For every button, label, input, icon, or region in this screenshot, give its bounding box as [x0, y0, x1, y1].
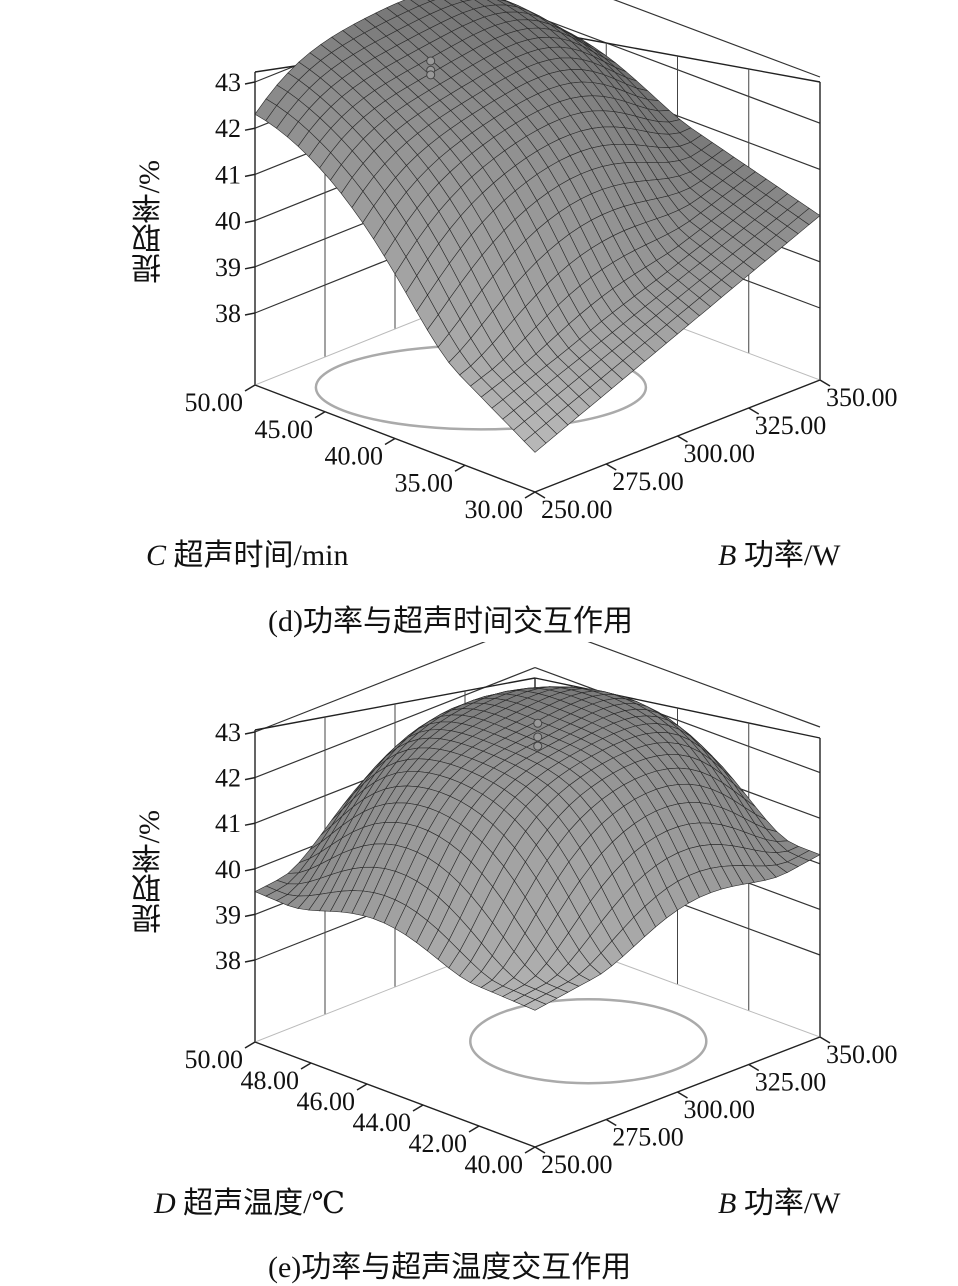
x-tick-label: 46.00 — [297, 1087, 356, 1116]
surface-cell — [523, 431, 547, 453]
z-tick-mark — [244, 822, 256, 826]
x-tick-label: 45.00 — [255, 415, 314, 444]
z-axis-label: 提取率/% — [133, 810, 166, 934]
x-tick-label: 30.00 — [465, 495, 524, 524]
y-tick-label: 250.00 — [541, 495, 613, 524]
z-tick-mark — [244, 959, 256, 963]
x-tick-mark — [454, 464, 466, 472]
x-tick-mark — [468, 1125, 480, 1133]
y-tick-label: 350.00 — [826, 1040, 898, 1069]
design-point — [426, 56, 436, 66]
design-point — [533, 741, 543, 751]
z-tick-label: 41 — [215, 809, 241, 838]
z-tick-mark — [244, 731, 256, 735]
surface-chart-e: 38 39 40 41 42 43 50.0048.0046.0044.0042.0040.… — [185, 642, 898, 1179]
z-tick-mark — [244, 127, 256, 131]
x-tick-label: 44.00 — [353, 1108, 412, 1137]
z-tick-label: 43 — [215, 68, 241, 97]
wall-gridline — [613, 0, 821, 78]
contour-ellipse — [469, 997, 708, 1085]
wall-gridline — [254, 642, 486, 733]
y-axis-label: B 功率/W — [718, 530, 840, 574]
y-tick-mark — [534, 491, 546, 499]
x-tick-mark — [244, 384, 256, 392]
z-tick-mark — [244, 913, 256, 918]
x-axis-label: C 超声时间/min — [146, 530, 349, 574]
x-axis-label: D 超声温度/℃ — [154, 1178, 345, 1222]
design-point — [426, 70, 436, 80]
y-tick-label: 350.00 — [826, 383, 898, 412]
y-axis-text: 功率/W — [743, 539, 841, 572]
design-point — [533, 732, 543, 742]
z-tick-mark — [244, 312, 256, 316]
y-tick-label: 250.00 — [541, 1150, 613, 1179]
y-tick-label: 275.00 — [612, 1123, 684, 1152]
y-tick-label: 275.00 — [612, 467, 684, 496]
z-tick-mark — [244, 266, 256, 270]
x-tick-mark — [244, 1041, 256, 1049]
y-tick-label: 300.00 — [684, 439, 756, 468]
z-tick-label: 39 — [215, 253, 241, 282]
y-tick-mark — [748, 1063, 760, 1072]
chart-caption: (d)功率与超声时间交互作用 — [268, 605, 633, 638]
x-tick-label: 40.00 — [325, 442, 384, 471]
y-tick-mark — [605, 1118, 617, 1127]
y-tick-mark — [819, 379, 831, 387]
y-axis-text: 功率/W — [743, 1187, 841, 1220]
z-tick-mark — [244, 868, 256, 872]
z-axis-label: 提取率/% — [133, 160, 166, 284]
y-tick-mark — [677, 435, 688, 443]
wall-gridline — [587, 642, 821, 728]
z-tick-label: 38 — [215, 946, 241, 975]
surface-cell — [523, 999, 547, 1011]
z-tick-label: 39 — [215, 900, 241, 929]
y-axis-var: B — [718, 1187, 737, 1220]
y-tick-mark — [819, 1036, 831, 1044]
x-tick-mark — [300, 1062, 312, 1070]
x-tick-label: 48.00 — [241, 1066, 300, 1095]
z-tick-label: 43 — [215, 718, 241, 747]
chart-panel-e: 38 39 40 41 42 43 50.00 48.00 46.00 44.00 42.00 40.… — [0, 642, 958, 1284]
surface-chart-d: 38 39 40 41 42 43 50.00 45.00 40.00 35.00 30.00 250… — [185, 0, 898, 524]
chart-panel-d: 38 39 40 41 42 43 50.00 45.00 40.00 35.00 30.00 250… — [0, 0, 958, 642]
design-point — [533, 718, 543, 728]
z-tick-label: 38 — [215, 299, 241, 328]
x-tick-label: 42.00 — [409, 1129, 468, 1158]
x-axis-line — [254, 1041, 536, 1148]
chart-caption: (e)功率与超声温度交互作用 — [268, 1251, 632, 1284]
z-tick-label: 40 — [215, 855, 241, 884]
x-tick-mark — [314, 411, 326, 419]
x-tick-mark — [384, 437, 396, 446]
y-tick-mark — [534, 1146, 546, 1154]
x-tick-mark — [524, 491, 536, 499]
x-axis-text: 超声温度/℃ — [183, 1187, 346, 1220]
y-tick-label: 300.00 — [684, 1095, 756, 1124]
z-tick-mark — [244, 81, 256, 85]
z-tick-label: 42 — [215, 764, 241, 793]
z-tick-mark — [244, 219, 256, 224]
x-tick-mark — [356, 1083, 368, 1091]
y-tick-mark — [605, 463, 617, 471]
z-tick-label: 40 — [215, 207, 241, 236]
z-tick-label: 41 — [215, 160, 241, 189]
x-tick-label: 50.00 — [185, 388, 244, 417]
x-axis-var: C — [146, 539, 167, 572]
y-axis-var: B — [718, 539, 737, 572]
y-tick-mark — [677, 1091, 688, 1099]
z-tick-mark — [244, 173, 256, 178]
z-tick-label: 42 — [215, 114, 241, 143]
x-tick-mark — [412, 1104, 424, 1112]
x-tick-label: 50.00 — [185, 1045, 244, 1074]
x-tick-label: 35.00 — [395, 468, 454, 497]
z-tick-mark — [244, 776, 256, 781]
x-tick-label: 40.00 — [465, 1150, 524, 1179]
y-tick-mark — [748, 407, 760, 415]
x-axis-text: 超声时间/min — [173, 539, 349, 572]
y-tick-label: 325.00 — [755, 1068, 827, 1097]
x-tick-mark — [524, 1146, 536, 1154]
x-axis-var: D — [154, 1187, 176, 1220]
y-tick-label: 325.00 — [755, 411, 827, 440]
y-axis-label: B 功率/W — [718, 1178, 840, 1222]
